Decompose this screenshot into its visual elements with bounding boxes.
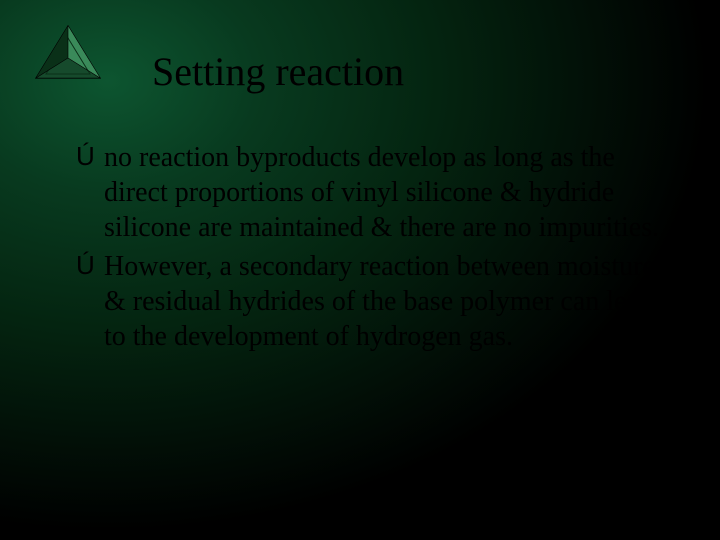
slide-title: Setting reaction [152, 48, 404, 95]
bullet-text: no reaction byproducts develop as long a… [104, 142, 659, 243]
bullet-glyph: Ú [76, 140, 95, 173]
bullet-item: Ú However, a secondary reaction between … [76, 249, 670, 354]
corner-decoration [28, 18, 108, 98]
slide-body: Ú no reaction byproducts develop as long… [76, 140, 670, 358]
bullet-text: However, a secondary reaction between mo… [104, 251, 655, 352]
bullet-glyph: Ú [76, 249, 95, 282]
bullet-item: Ú no reaction byproducts develop as long… [76, 140, 670, 245]
